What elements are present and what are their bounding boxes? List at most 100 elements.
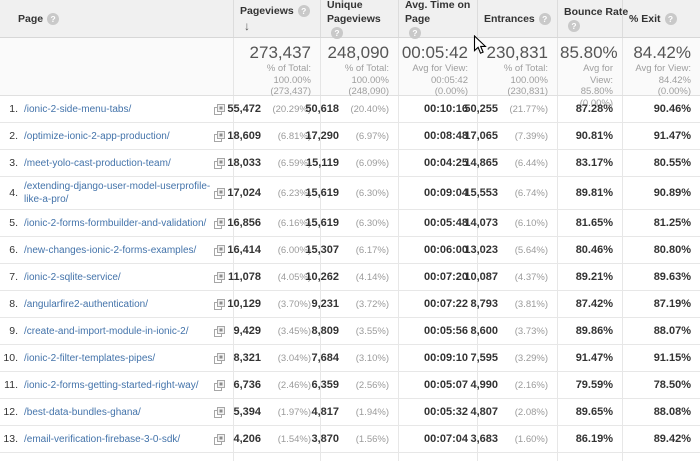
unique-pageviews-cell: 8,809 (3.55%): [311, 318, 398, 344]
open-page-icon[interactable]: [214, 103, 225, 115]
page-link[interactable]: /meet-yolo-cast-production-team/: [24, 157, 171, 169]
row-number: 1.: [9, 103, 18, 115]
open-page-icon[interactable]: [214, 325, 225, 337]
open-page-icon[interactable]: [214, 157, 225, 169]
page-link[interactable]: /ionic-2-side-menu-tabs/: [24, 103, 132, 115]
column-header-avg-time-on-page[interactable]: Avg. Time on Page ?: [398, 0, 477, 39]
avg-time-cell: 00:07:20: [398, 264, 477, 290]
summary-percent-exit: 84.42% Avg for View: 84.42% (0.00%): [622, 38, 700, 97]
column-header-bounce-rate[interactable]: Bounce Rate ?: [557, 0, 628, 37]
pageviews-value: 4,206: [233, 433, 261, 445]
percent-exit-value: 88.08%: [653, 406, 691, 418]
percent-exit-value: 90.89%: [653, 187, 691, 199]
open-page-icon[interactable]: [214, 298, 225, 310]
open-page-icon[interactable]: [214, 433, 225, 445]
help-icon[interactable]: ?: [331, 27, 343, 39]
table-row: 12. /best-data-bundles-ghana/ 5,394 (1.9…: [0, 399, 700, 426]
help-icon[interactable]: ?: [409, 27, 421, 39]
entrances-cell: 4,807 (2.08%): [470, 399, 557, 425]
column-label: Page: [18, 12, 44, 25]
open-page-icon[interactable]: [214, 352, 225, 364]
avg-time-value: 00:10:16: [423, 103, 468, 115]
sort-descending-icon[interactable]: ↓: [244, 19, 250, 33]
open-page-icon[interactable]: [214, 244, 225, 256]
unique-pageviews-percent: (3.72%): [355, 298, 389, 310]
help-icon[interactable]: ?: [297, 5, 310, 17]
open-page-icon[interactable]: [214, 379, 225, 391]
help-icon[interactable]: ?: [568, 20, 580, 32]
unique-pageviews-value: 9,231: [311, 298, 339, 310]
bounce-rate-cell: 87.42%: [557, 291, 622, 317]
bounce-rate-value: 83.17%: [575, 157, 613, 169]
entrances-percent: (21.77%): [509, 103, 548, 115]
page-link[interactable]: /new-changes-ionic-2-forms-examples/: [24, 244, 197, 256]
column-label: Entrances: [484, 12, 535, 25]
column-header-page[interactable]: Page ?: [0, 0, 233, 37]
page-link[interactable]: /best-data-bundles-ghana/: [24, 406, 141, 418]
entrances-percent: (1.60%): [514, 433, 548, 445]
pageviews-percent: (1.97%): [277, 406, 311, 418]
open-page-icon[interactable]: [214, 271, 225, 283]
unique-pageviews-cell: 10,262 (4.14%): [305, 264, 398, 290]
page-link[interactable]: /email-verification-firebase-3-0-sdk/: [24, 433, 181, 445]
table-row: 8. /angularfire2-authentication/ 10,129 …: [0, 291, 700, 318]
bounce-rate-cell: 77.24%: [557, 453, 622, 461]
unique-pageviews-percent: (3.10%): [355, 352, 389, 364]
bounce-rate-cell: 80.46%: [557, 237, 622, 263]
column-header-percent-exit[interactable]: % Exit ?: [622, 0, 700, 37]
column-header-unique-pageviews[interactable]: Unique Pageviews ?: [320, 0, 398, 39]
pageviews-percent: (6.23%): [277, 187, 311, 199]
page-cell: 12. /best-data-bundles-ghana/: [0, 399, 233, 425]
unique-pageviews-cell: 15,619 (6.30%): [305, 177, 398, 209]
page-cell: 6. /new-changes-ionic-2-forms-examples/: [0, 237, 233, 263]
page-link[interactable]: /ionic-2-filter-templates-pipes/: [24, 352, 156, 364]
page-cell: 13. /email-verification-firebase-3-0-sdk…: [0, 426, 233, 452]
unique-pageviews-percent: (6.30%): [355, 217, 389, 229]
summary-subtext: (248,090): [348, 86, 389, 97]
help-icon[interactable]: ?: [538, 12, 551, 25]
page-link[interactable]: /ionic-2-sqlite-service/: [24, 271, 121, 283]
unique-pageviews-value: 15,119: [305, 157, 339, 169]
page-cell: 3. /meet-yolo-cast-production-team/: [0, 150, 233, 176]
page-link[interactable]: /ionic-2-forms-formbuilder-and-validatio…: [24, 217, 207, 229]
entrances-cell: 8,793 (3.81%): [470, 291, 557, 317]
entrances-cell: 17,065 (7.39%): [464, 123, 557, 149]
pageviews-percent: (4.05%): [277, 271, 311, 283]
column-header-entrances[interactable]: Entrances ?: [477, 0, 557, 37]
unique-pageviews-percent: (3.55%): [355, 325, 389, 337]
page-link[interactable]: /angularfire2-authentication/: [24, 298, 148, 310]
entrances-percent: (3.81%): [514, 298, 548, 310]
unique-pageviews-cell: 7,684 (3.10%): [311, 345, 398, 371]
percent-exit-cell: 90.89%: [622, 177, 700, 209]
page-link[interactable]: /extending-django-user-model-userprofile…: [24, 181, 211, 205]
bounce-rate-cell: 90.81%: [557, 123, 622, 149]
entrances-cell: 50,255 (21.77%): [464, 96, 557, 122]
entrances-cell: 14,073 (6.10%): [464, 210, 557, 236]
pageviews-value: 5,394: [233, 406, 261, 418]
help-icon[interactable]: ?: [664, 12, 677, 25]
pageviews-cell: 16,856 (6.16%): [227, 210, 320, 236]
unique-pageviews-percent: (4.14%): [355, 271, 389, 283]
open-page-icon[interactable]: [214, 130, 225, 142]
unique-pageviews-percent: (20.40%): [350, 103, 389, 115]
entrances-value: 14,073: [464, 217, 498, 229]
unique-pageviews-percent: (6.09%): [355, 157, 389, 169]
unique-pageviews-value: 15,619: [305, 217, 339, 229]
open-page-icon[interactable]: [214, 217, 225, 229]
column-header-pageviews[interactable]: Pageviews ? ↓: [233, 0, 320, 37]
open-page-icon[interactable]: [214, 406, 225, 418]
entrances-cell: 3,683 (1.60%): [470, 426, 557, 452]
entrances-value: 4,990: [470, 379, 498, 391]
entrances-cell: 4,990 (2.16%): [470, 372, 557, 398]
page-link[interactable]: /create-and-import-module-in-ionic-2/: [24, 325, 189, 337]
help-icon[interactable]: ?: [47, 12, 60, 25]
page-link[interactable]: /optimize-ionic-2-app-production/: [24, 130, 170, 142]
open-page-icon[interactable]: [214, 187, 225, 199]
pageviews-percent: (1.54%): [277, 433, 311, 445]
row-number: 4.: [9, 187, 18, 199]
entrances-percent: (3.73%): [514, 325, 548, 337]
entrances-value: 8,793: [470, 298, 498, 310]
pageviews-cell: 18,609 (6.81%): [227, 123, 320, 149]
bounce-rate-value: 89.65%: [575, 406, 613, 418]
page-link[interactable]: /ionic-2-forms-getting-started-right-way…: [24, 379, 199, 391]
